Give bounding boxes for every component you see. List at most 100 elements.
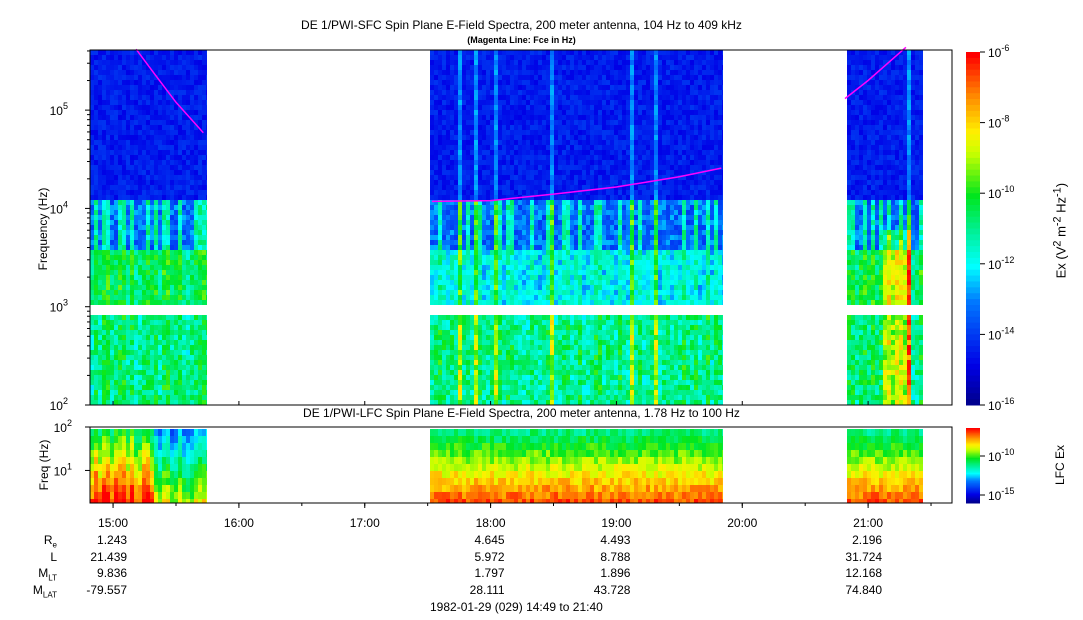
spectrogram-cell xyxy=(150,130,154,135)
spectrogram-cell xyxy=(558,250,562,255)
spectrogram-cell xyxy=(166,275,170,280)
spectrogram-cell xyxy=(586,175,590,180)
spectrogram-cell xyxy=(170,370,174,375)
spectrogram-cell xyxy=(90,180,94,185)
spectrogram-cell xyxy=(118,335,122,340)
spectrogram-cell xyxy=(538,105,542,110)
spectrogram-cell xyxy=(154,65,158,70)
spectrogram-cell xyxy=(98,195,102,200)
spectrogram-cell xyxy=(578,215,582,220)
spectrogram-cell xyxy=(570,95,574,100)
spectrogram-cell xyxy=(174,120,178,125)
spectrogram-cell xyxy=(430,210,434,215)
spectrogram-cell xyxy=(518,70,522,75)
spectrogram-cell xyxy=(506,325,510,330)
spectrogram-cell xyxy=(198,180,202,185)
spectrogram-cell xyxy=(514,140,518,145)
spectrogram-cell xyxy=(150,215,154,220)
spectrogram-cell xyxy=(174,115,178,120)
spectrogram-cell xyxy=(546,275,550,280)
spectrogram-cell xyxy=(490,130,494,135)
spectrogram-cell xyxy=(458,355,462,360)
spectrogram-cell xyxy=(154,115,158,120)
spectrogram-cell xyxy=(198,120,202,125)
spectrogram-cell xyxy=(166,185,170,190)
spectrogram-cell xyxy=(106,350,110,355)
spectrogram-cell xyxy=(202,150,206,155)
spectrogram-cell xyxy=(470,350,474,355)
spectrogram-cell xyxy=(130,345,134,350)
spectrogram-cell xyxy=(134,235,138,240)
spectrogram-cell xyxy=(538,245,542,250)
spectrogram-cell xyxy=(142,330,146,335)
spectrogram-cell xyxy=(574,115,578,120)
spectrogram-cell xyxy=(126,195,130,200)
spectrogram-cell xyxy=(574,100,578,105)
spectrogram-cell xyxy=(450,195,454,200)
spectrogram-cell xyxy=(574,140,578,145)
spectrogram-cell xyxy=(538,180,542,185)
spectrogram-cell xyxy=(138,375,142,380)
spectrogram-cell xyxy=(194,320,198,325)
spectrogram-cell xyxy=(90,290,94,295)
spectrogram-cell xyxy=(442,390,446,395)
spectrogram-cell xyxy=(554,125,558,130)
spectrogram-cell xyxy=(470,90,474,95)
spectrogram-cell xyxy=(126,135,130,140)
spectrogram-cell xyxy=(486,155,490,160)
spectrogram-cell xyxy=(518,395,522,400)
spectrogram-cell xyxy=(90,175,94,180)
spectrogram-cell xyxy=(482,250,486,255)
spectrogram-cell xyxy=(578,65,582,70)
spectrogram-cell xyxy=(206,355,207,360)
spectrogram-cell xyxy=(174,365,178,370)
spectrogram-cell xyxy=(102,155,106,160)
spectrogram-cell xyxy=(526,70,530,75)
spectrogram-cell xyxy=(474,195,478,200)
spectrogram-cell xyxy=(566,390,570,395)
spectrogram-cell xyxy=(502,110,506,115)
spectrogram-cell xyxy=(454,400,458,405)
spectrogram-cell xyxy=(582,120,586,125)
spectrogram-cell xyxy=(162,155,166,160)
spectrogram-cell xyxy=(578,220,582,225)
spectrogram-cell xyxy=(114,70,118,75)
spectrogram-cell xyxy=(162,70,166,75)
spectrogram-cell xyxy=(114,60,118,65)
spectrogram-cell xyxy=(110,360,114,365)
spectrogram-cell xyxy=(442,350,446,355)
spectrogram-cell xyxy=(178,285,182,290)
spectrogram-cell xyxy=(186,90,190,95)
spectrogram-cell xyxy=(138,270,142,275)
spectrogram-cell xyxy=(190,85,194,90)
spectrogram-cell xyxy=(578,125,582,130)
spectrogram-cell xyxy=(530,365,534,370)
spectrogram-cell xyxy=(466,95,470,100)
spectrogram-cell xyxy=(166,320,170,325)
spectrogram-cell xyxy=(106,210,110,215)
spectrogram-cell xyxy=(518,300,522,305)
spectrogram-cell xyxy=(202,75,206,80)
spectrogram-cell xyxy=(490,165,494,170)
spectrogram-cell xyxy=(438,65,442,70)
spectrogram-cell xyxy=(166,270,170,275)
spectrogram-cell xyxy=(570,330,574,335)
spectrogram-cell xyxy=(162,260,166,265)
spectrogram-cell xyxy=(526,280,530,285)
spectrogram-cell xyxy=(194,315,198,320)
spectrogram-cell xyxy=(186,270,190,275)
spectrogram-cell xyxy=(550,180,554,185)
spectrogram-cell xyxy=(502,210,506,215)
spectrogram-cell xyxy=(458,335,462,340)
spectrogram-cell xyxy=(554,220,558,225)
spectrogram-cell xyxy=(106,280,110,285)
spectrogram-cell xyxy=(534,140,538,145)
spectrogram-cell xyxy=(530,240,534,245)
spectrogram-cell xyxy=(174,320,178,325)
spectrogram-cell xyxy=(442,160,446,165)
spectrogram-cell xyxy=(110,260,114,265)
spectrogram-cell xyxy=(94,380,98,385)
spectrogram-cell xyxy=(530,290,534,295)
spectrogram-cell xyxy=(570,320,574,325)
spectrogram-cell xyxy=(498,295,502,300)
